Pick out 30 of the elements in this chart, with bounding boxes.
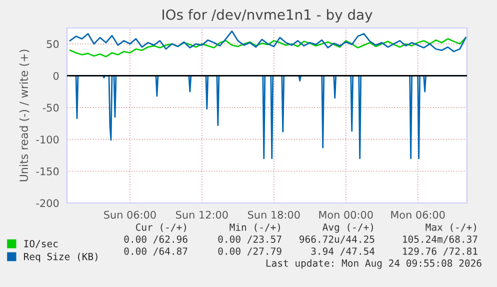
y-tick-label: -150 <box>36 167 59 176</box>
text: Last update: Mon Aug 24 09:55:08 2026 <box>266 259 482 269</box>
y-tick-label: 0 <box>53 72 59 80</box>
x-tick-label: Mon 00:00 <box>319 210 373 219</box>
y-tick-label: -100 <box>36 136 59 144</box>
text: Min (-/+) <box>230 223 280 232</box>
x-tick-label: Sun 18:00 <box>248 210 300 219</box>
legend-label: Req Size (KB) <box>24 252 98 262</box>
text: 0.00 /64.87 <box>124 247 188 256</box>
line-series <box>69 36 466 58</box>
text: Max (-/+) <box>426 223 476 232</box>
text: 0.00 /62.96 <box>124 235 188 244</box>
x-tick-label: Sun 12:00 <box>176 210 228 219</box>
y-tick-label: -50 <box>42 104 59 112</box>
x-tick-label: Mon 06:00 <box>391 210 445 219</box>
text: Avg (-/+) <box>322 223 373 233</box>
x-tick-label: Sun 06:00 <box>104 210 156 219</box>
text: 966.72u/44.25 <box>300 235 374 244</box>
text: 3.94 /47.54 <box>311 247 375 256</box>
legend-label: IO/sec <box>24 240 58 248</box>
chart-title: IOs for /dev/nvme1n1 - by day <box>162 9 372 23</box>
y-tick-label: -200 <box>36 199 59 208</box>
y-tick-label: 50 <box>46 40 59 48</box>
line-series <box>69 30 466 52</box>
text: 0.00 /23.57 <box>218 235 282 244</box>
text: 105.24m/68.37 <box>403 235 478 244</box>
text: 129.76 /72.81 <box>403 247 478 256</box>
text: 0.00 /27.79 <box>218 247 282 256</box>
text: Cur (-/+) <box>136 223 186 232</box>
y-axis-title: Units read (-) / write (+) <box>19 50 30 182</box>
